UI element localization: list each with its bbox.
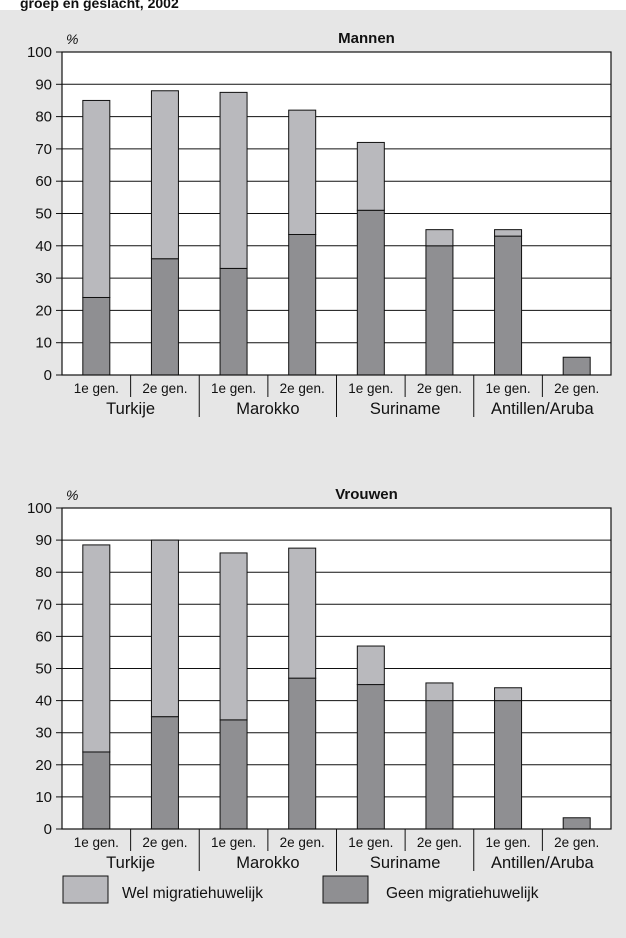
x-category-label: 2e gen. — [280, 835, 325, 850]
bar-wel — [150, 90, 179, 260]
y-tick-label: 0 — [44, 821, 52, 838]
x-category-label: 1e gen. — [348, 835, 393, 850]
bar-wel — [82, 99, 111, 298]
plot-frame — [61, 51, 612, 376]
y-tick-label: 10 — [35, 335, 52, 352]
bar-geen — [219, 267, 248, 376]
x-category-label: 1e gen. — [74, 381, 119, 396]
y-axis-label: % — [66, 31, 78, 47]
bar-wel — [82, 544, 111, 753]
y-tick-label: 90 — [35, 76, 52, 93]
x-category-label: 1e gen. — [486, 835, 531, 850]
bar-wel — [356, 645, 385, 686]
bar-geen — [494, 235, 523, 376]
bar-geen — [356, 209, 385, 376]
chart-mannen: 0 10 20 30 40 50 60 70 80 90 100% Mannen 1e gen. 2e g… — [27, 30, 612, 418]
y-tick-label: 80 — [35, 109, 52, 126]
y-tick-label: 100 — [27, 500, 52, 517]
x-group-label: Suriname — [370, 400, 441, 418]
bar-wel — [425, 229, 454, 247]
y-tick-label: 70 — [35, 596, 52, 613]
header-band — [0, 0, 626, 10]
x-category-label: 2e gen. — [554, 381, 599, 396]
bar-wel — [219, 552, 248, 721]
bar-wel — [494, 687, 523, 702]
y-tick-label: 20 — [35, 757, 52, 774]
y-axis-label: % — [66, 487, 78, 503]
bar-geen — [150, 258, 179, 376]
y-tick-label: 20 — [35, 302, 52, 319]
x-category-label: 2e gen. — [142, 835, 187, 850]
y-tick-label: 90 — [35, 532, 52, 549]
x-category-label: 1e gen. — [348, 381, 393, 396]
y-tick-label: 70 — [35, 141, 52, 158]
bar-wel — [288, 109, 317, 235]
chart-title: Vrouwen — [335, 486, 398, 503]
y-tick-label: 100 — [27, 44, 52, 61]
bar-geen — [219, 719, 248, 830]
x-category-label: 2e gen. — [417, 381, 462, 396]
legend-label-geen: Geen migratiehuwelijk — [386, 885, 539, 902]
bar-wel — [425, 682, 454, 702]
bar-wel — [356, 141, 385, 211]
x-category-label: 1e gen. — [211, 381, 256, 396]
x-category-label: 2e gen. — [554, 835, 599, 850]
bar-geen — [150, 716, 179, 830]
bar-geen — [82, 296, 111, 376]
legend-swatch-geen — [322, 875, 369, 904]
bar-geen — [494, 700, 523, 830]
y-tick-label: 0 — [44, 367, 52, 384]
x-group-label: Antillen/Aruba — [491, 854, 595, 872]
bar-wel — [494, 229, 523, 237]
bar-geen — [356, 684, 385, 830]
legend-swatch-wel — [62, 875, 109, 904]
x-group-label: Marokko — [236, 400, 299, 418]
x-group-label: Marokko — [236, 854, 299, 872]
x-category-label: 2e gen. — [417, 835, 462, 850]
bar-geen — [562, 356, 591, 376]
x-category-label: 1e gen. — [211, 835, 256, 850]
y-tick-label: 40 — [35, 238, 52, 255]
y-tick-label: 60 — [35, 173, 52, 190]
x-group-label: Antillen/Aruba — [491, 400, 595, 418]
legend-label-wel: Wel migratiehuwelijk — [122, 885, 263, 902]
y-tick-label: 80 — [35, 564, 52, 581]
bar-geen — [562, 817, 591, 830]
bar-geen — [288, 233, 317, 376]
plot-frame — [61, 507, 612, 830]
bar-wel — [150, 539, 179, 718]
header-fragment: groep en geslacht, 2002 — [20, 0, 179, 11]
y-tick-label: 40 — [35, 693, 52, 710]
chart-vrouwen: 0 10 20 30 40 50 60 70 80 90 100% Vrouwen 1e gen. 2e … — [27, 486, 612, 872]
x-category-label: 2e gen. — [142, 381, 187, 396]
x-group-label: Turkije — [106, 854, 155, 872]
bar-geen — [82, 751, 111, 830]
y-tick-label: 30 — [35, 725, 52, 742]
y-tick-label: 30 — [35, 270, 52, 287]
chart-title: Mannen — [338, 30, 395, 47]
bar-wel — [288, 547, 317, 679]
x-category-label: 1e gen. — [486, 381, 531, 396]
y-tick-label: 50 — [35, 661, 52, 678]
legend: Wel migratiehuwelijk Geen migratiehuweli… — [62, 875, 539, 904]
x-group-label: Turkije — [106, 400, 155, 418]
y-tick-label: 60 — [35, 628, 52, 645]
bar-geen — [425, 700, 454, 830]
y-tick-label: 50 — [35, 206, 52, 223]
x-group-label: Suriname — [370, 854, 441, 872]
bar-wel — [219, 91, 248, 269]
x-category-label: 2e gen. — [280, 381, 325, 396]
y-tick-label: 10 — [35, 789, 52, 806]
x-category-label: 1e gen. — [74, 835, 119, 850]
bar-geen — [425, 245, 454, 376]
bar-geen — [288, 677, 317, 830]
